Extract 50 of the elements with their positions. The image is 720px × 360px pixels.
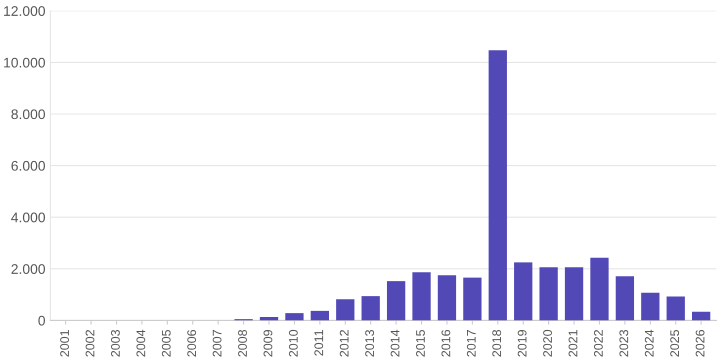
bar: [488, 50, 507, 320]
x-tick-label: 2001: [60, 330, 70, 357]
x-tick-label: 2010: [288, 330, 298, 357]
x-tick-label: 2023: [619, 330, 628, 357]
x-tick-label: 2016: [441, 330, 450, 357]
x-tick-label: 2021: [568, 330, 578, 357]
y-tick-label: 2.000: [11, 264, 45, 274]
bar: [412, 272, 431, 320]
x-tick-label: 2020: [543, 330, 552, 357]
y-tick-label: 12.000: [4, 6, 45, 16]
x-tick-label: 2002: [86, 330, 94, 357]
x-tick-label: 2011: [314, 330, 324, 356]
x-tick-label: 2025: [670, 330, 680, 357]
x-tick-label: 2017: [466, 330, 476, 357]
bar: [386, 281, 406, 320]
bar: [438, 275, 456, 320]
x-tick-label: 2005: [162, 330, 171, 357]
bar: [539, 267, 558, 320]
bar: [285, 313, 304, 320]
y-tick-label: 0: [38, 316, 45, 326]
x-tick-label: 2015: [416, 330, 425, 357]
bar: [641, 292, 660, 320]
y-tick-label: 4.000: [11, 212, 45, 222]
x-tick-label: 2024: [644, 330, 654, 357]
x-tick-label: 2018: [492, 330, 502, 357]
x-tick-label: 2004: [136, 330, 146, 357]
x-tick-label: 2008: [238, 330, 247, 357]
x-tick-label: 2013: [365, 330, 374, 357]
x-tick-label: 2022: [594, 330, 603, 357]
x-tick-label: 2006: [187, 330, 196, 357]
bar: [666, 296, 685, 320]
bar: [514, 262, 532, 320]
bar: [564, 267, 584, 320]
x-tick-label: 2007: [212, 330, 222, 357]
y-tick-label: 10.000: [4, 58, 45, 68]
bar: [616, 276, 634, 320]
y-tick-label: 6.000: [11, 160, 45, 171]
bar: [463, 278, 482, 320]
bar: [692, 312, 710, 320]
x-tick-label: 2012: [340, 330, 349, 357]
x-tick-label: 2026: [696, 330, 705, 357]
bar: [362, 296, 380, 320]
x-tick-label: 2003: [110, 330, 120, 357]
x-tick-label: 2009: [264, 330, 272, 357]
bar: [336, 299, 354, 320]
bar: [590, 258, 609, 320]
bar: [310, 310, 329, 320]
x-tick-label: 2014: [390, 330, 400, 357]
x-tick-label: 2019: [518, 330, 527, 357]
y-tick-label: 8.000: [11, 109, 45, 120]
